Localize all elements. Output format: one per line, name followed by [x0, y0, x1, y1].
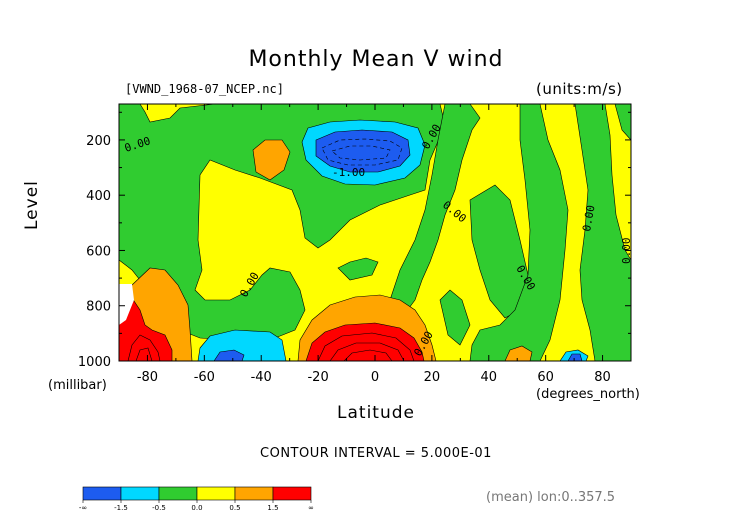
- contour-line: [317, 332, 415, 361]
- y-tick-label: 400: [86, 189, 111, 204]
- x-tick-label: 80: [594, 370, 611, 385]
- field-blue-region: [213, 349, 245, 361]
- colorbar-label: -∞: [79, 504, 87, 512]
- axis-ticks: -80 -60 -40 -20 0 20 40 60 80 200 400 600 800 1000: [78, 104, 632, 385]
- x-tick-label: 20: [424, 370, 441, 385]
- field-green-region: [337, 257, 379, 281]
- contour-line: [321, 138, 403, 166]
- colorbar-swatch: [234, 486, 274, 501]
- colorbar-label: 1.5: [267, 504, 278, 512]
- field-green-region: [389, 104, 481, 321]
- y-tick-label: 800: [86, 300, 111, 315]
- x-tick-label: 40: [481, 370, 498, 385]
- x-tick-label: 60: [537, 370, 554, 385]
- file-label: [VWND_1968-07_NCEP.nc]: [125, 82, 284, 96]
- y-axis-label: Level: [22, 180, 42, 230]
- field-green-region: [439, 289, 471, 346]
- colorbar-swatch: [82, 486, 122, 501]
- units-label: (units:m/s): [536, 80, 623, 98]
- x-axis-unit: (degrees_north): [536, 387, 640, 402]
- contour-line: [329, 342, 405, 361]
- colorbar-label: -1.5: [114, 504, 128, 512]
- contour-label: -1.00: [332, 166, 365, 179]
- colorbar-label: 0.0: [191, 504, 202, 512]
- field-green-region: [574, 104, 631, 361]
- field-blue-region: [567, 353, 583, 361]
- y-tick-label: 200: [86, 134, 111, 149]
- field-missing-region: [119, 284, 134, 325]
- x-tick-label: 0: [371, 370, 379, 385]
- x-tick-label: -80: [137, 370, 158, 385]
- colorbar-swatch: [158, 486, 198, 501]
- contour-label: 0.00: [580, 204, 597, 232]
- contour-line: [135, 347, 153, 361]
- contour-line: [331, 145, 391, 161]
- y-axis-unit: (millibar): [48, 378, 107, 393]
- x-axis-label: Latitude: [337, 403, 415, 423]
- x-tick-label: -40: [251, 370, 272, 385]
- chart-title: Monthly Mean V wind: [248, 47, 504, 72]
- x-tick-label: -60: [194, 370, 215, 385]
- contour-line: [127, 334, 161, 361]
- colorbar: -∞ -1.5 -0.5 0.0 0.5 1.5 ∞: [79, 486, 314, 512]
- contour-field: [119, 104, 631, 361]
- colorbar-swatch: [272, 486, 312, 501]
- averaging-footer: (mean) lon:0..357.5: [486, 490, 616, 505]
- field-orange-region: [504, 345, 533, 361]
- field-red-region: [305, 322, 425, 361]
- colorbar-label: ∞: [308, 504, 314, 512]
- colorbar-label: -0.5: [152, 504, 166, 512]
- field-green-region: [614, 104, 631, 141]
- y-tick-label: 1000: [78, 355, 111, 370]
- field-green-region: [469, 104, 569, 361]
- colorbar-swatch: [196, 486, 236, 501]
- colorbar-label: 0.5: [229, 504, 240, 512]
- contour-line: [343, 349, 393, 361]
- field-orange-region: [252, 139, 291, 181]
- y-tick-label: 600: [86, 244, 111, 259]
- x-tick-label: -20: [307, 370, 328, 385]
- contour-interval-label: CONTOUR INTERVAL = 5.000E-01: [260, 446, 492, 461]
- colorbar-swatch: [120, 486, 160, 501]
